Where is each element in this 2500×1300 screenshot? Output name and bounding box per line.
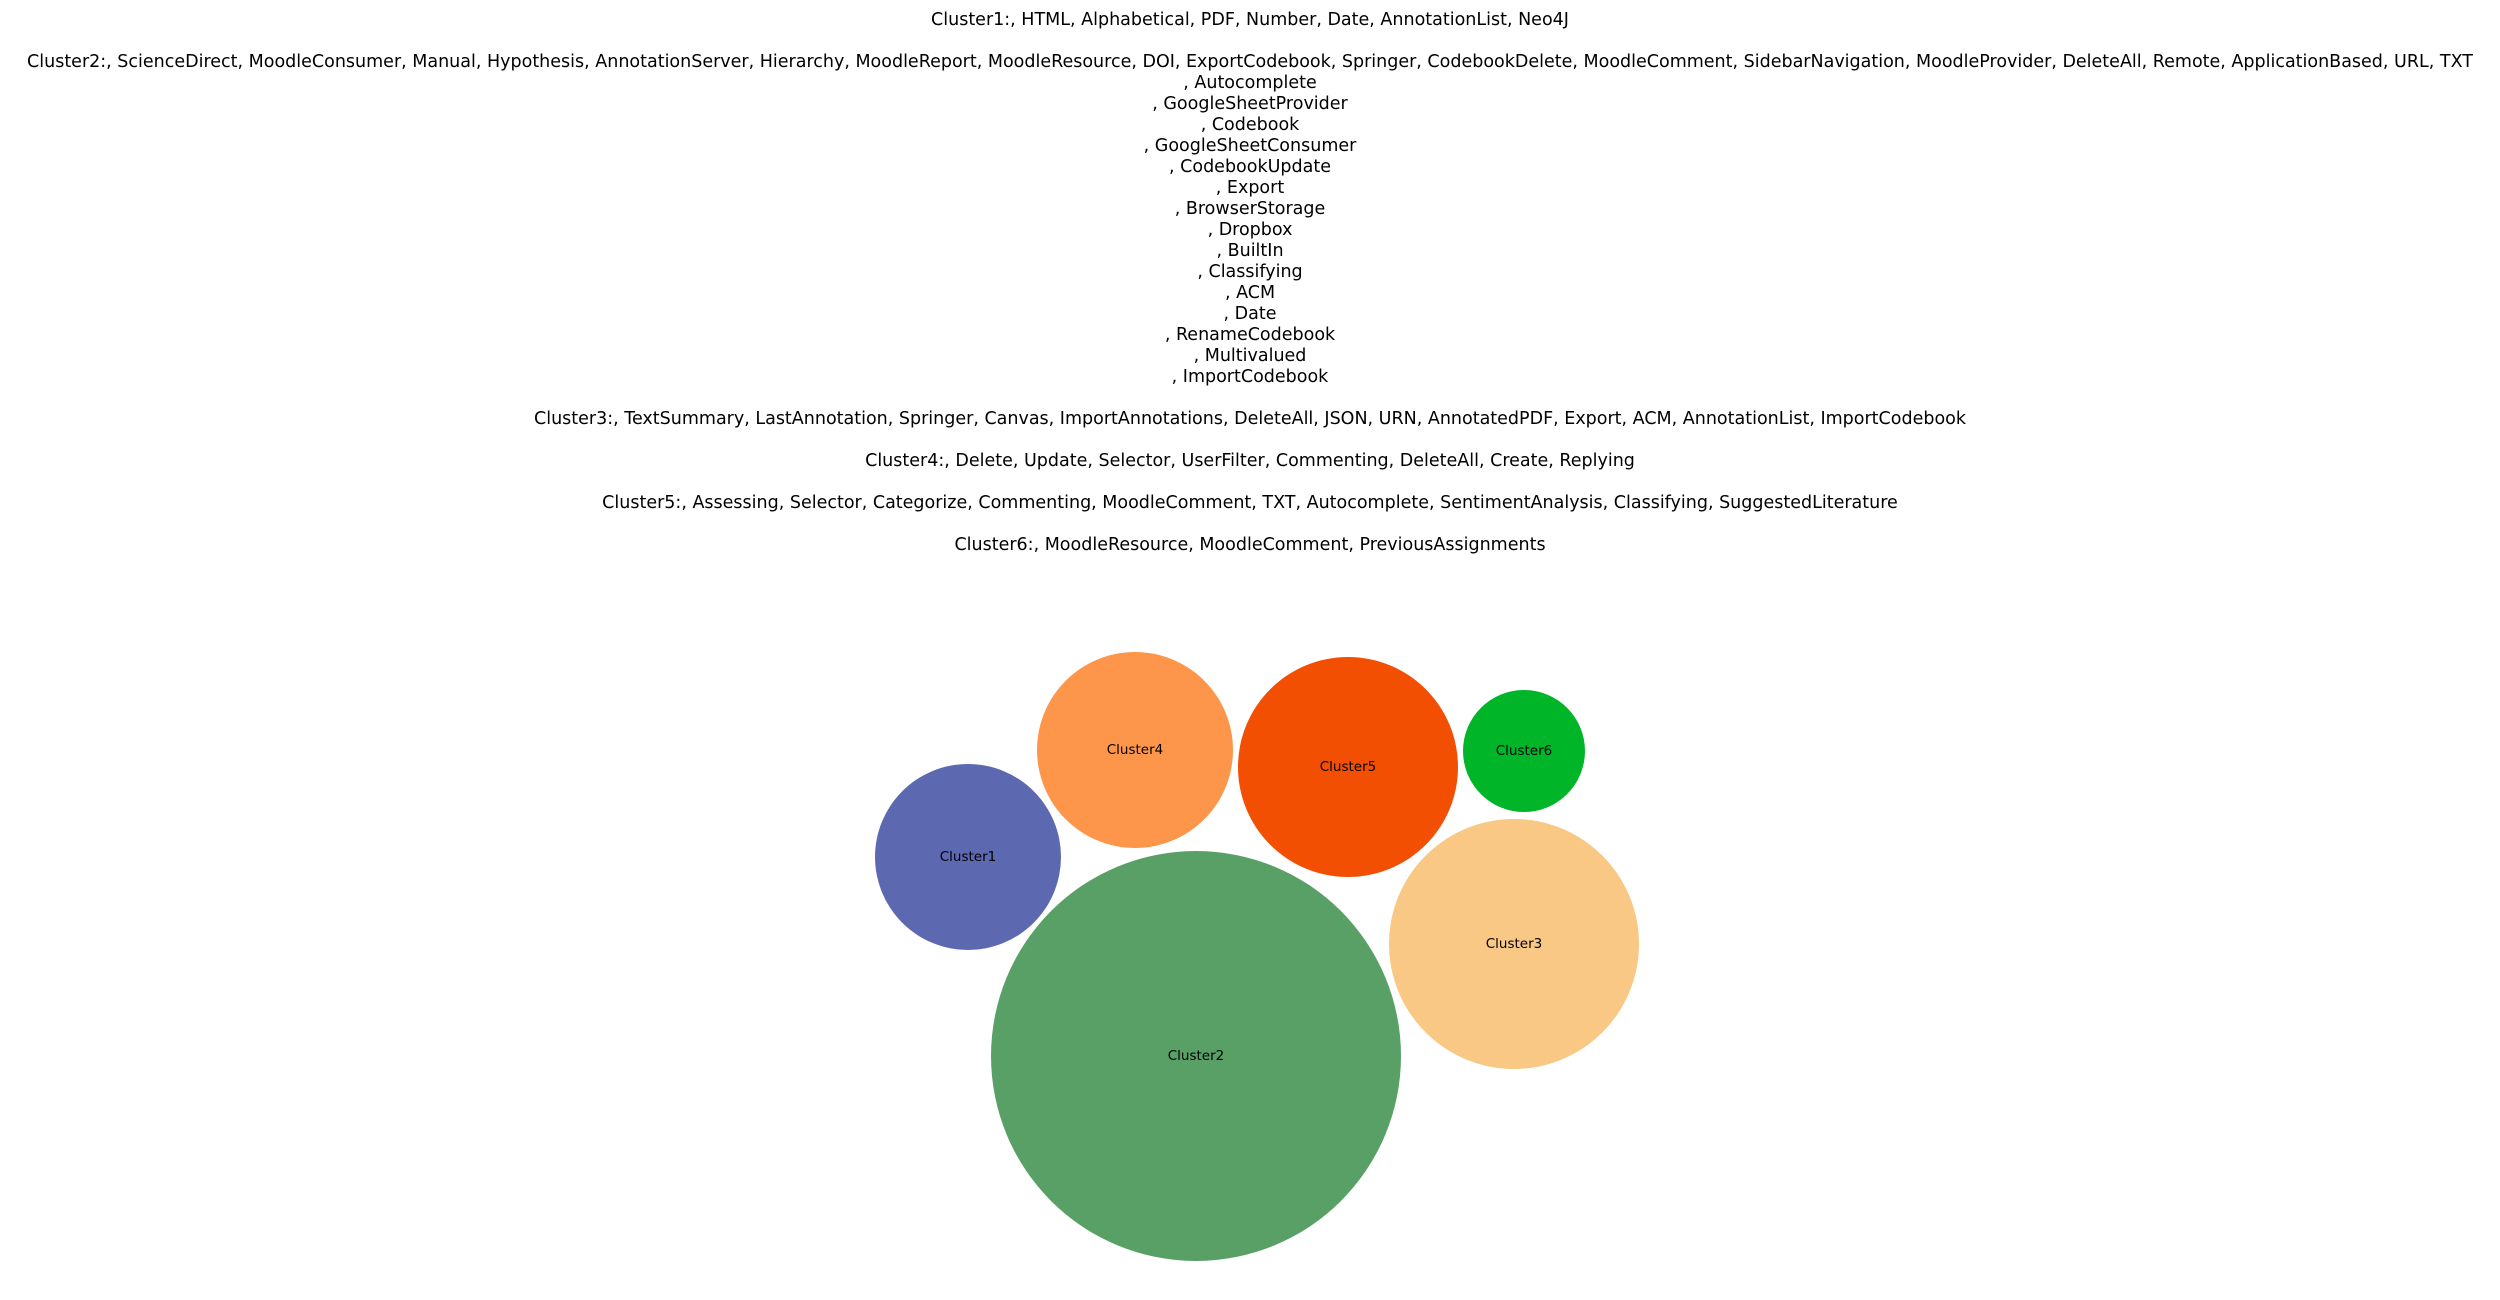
bubble-label: Cluster5 <box>1320 759 1377 775</box>
cluster-description-line: Cluster4:, Delete, Update, Selector, Use… <box>865 451 1635 471</box>
cluster-description-line: , BrowserStorage <box>1174 199 1326 219</box>
cluster-description-line: , GoogleSheetProvider <box>1152 94 1348 114</box>
cluster-description-cluster4: Cluster4:, Delete, Update, Selector, Use… <box>0 451 2500 472</box>
cluster-description-line: , Date <box>1223 304 1277 324</box>
cluster-description-line: , Codebook <box>1200 115 1300 135</box>
bubble-cluster4 <box>1037 652 1233 848</box>
cluster-description-line: , Classifying <box>1197 262 1303 282</box>
cluster-description-line: , Export <box>1215 178 1285 198</box>
cluster-description-line: , GoogleSheetConsumer <box>1143 136 1357 156</box>
bubble-label: Cluster1 <box>940 849 997 865</box>
cluster-description-cluster3: Cluster3:, TextSummary, LastAnnotation, … <box>0 409 2500 430</box>
bubble-cluster2 <box>991 851 1401 1261</box>
cluster-description-line: , RenameCodebook <box>1164 325 1336 345</box>
bubble-label: Cluster6 <box>1496 743 1553 759</box>
cluster-description-line: Cluster6:, MoodleResource, MoodleComment… <box>954 535 1546 555</box>
cluster-description-cluster1: Cluster1:, HTML, Alphabetical, PDF, Numb… <box>0 10 2500 31</box>
cluster-description-line: Cluster5:, Assessing, Selector, Categori… <box>602 493 1898 513</box>
cluster-description-cluster2: Cluster2:, ScienceDirect, MoodleConsumer… <box>0 52 2500 388</box>
cluster-description-line: , Multivalued <box>1193 346 1307 366</box>
cluster-description-line: Cluster3:, TextSummary, LastAnnotation, … <box>533 409 1967 429</box>
bubble-cluster5 <box>1238 657 1458 877</box>
cluster-descriptions: Cluster1:, HTML, Alphabetical, PDF, Numb… <box>0 10 2500 577</box>
cluster-description-cluster5: Cluster5:, Assessing, Selector, Categori… <box>0 493 2500 514</box>
bubble-group-cluster4: Cluster4 <box>1037 652 1233 848</box>
cluster-description-line: Cluster2:, ScienceDirect, MoodleConsumer… <box>27 52 2473 72</box>
cluster-description-line: , Autocomplete <box>1183 73 1317 93</box>
cluster-description-line: , CodebookUpdate <box>1169 157 1331 177</box>
cluster-description-line: Cluster1:, HTML, Alphabetical, PDF, Numb… <box>931 10 1569 30</box>
bubble-label: Cluster2 <box>1168 1048 1225 1064</box>
cluster-description-line: , ACM <box>1224 283 1276 303</box>
bubble-cluster6 <box>1463 690 1585 812</box>
bubble-group-cluster5: Cluster5 <box>1238 657 1458 877</box>
cluster-description-cluster6: Cluster6:, MoodleResource, MoodleComment… <box>0 535 2500 556</box>
cluster-description-line: , ImportCodebook <box>1171 367 1329 387</box>
bubble-label: Cluster4 <box>1107 742 1164 758</box>
bubble-group-cluster6: Cluster6 <box>1463 690 1585 812</box>
bubble-group-cluster2: Cluster2 <box>991 851 1401 1261</box>
bubble-cluster3 <box>1389 819 1639 1069</box>
bubble-label: Cluster3 <box>1486 936 1543 952</box>
cluster-description-line: , Dropbox <box>1207 220 1293 240</box>
cluster-description-line: , BuiltIn <box>1216 241 1284 261</box>
bubble-group-cluster1: Cluster1 <box>875 764 1061 950</box>
bubble-cluster1 <box>875 764 1061 950</box>
bubble-group-cluster3: Cluster3 <box>1389 819 1639 1069</box>
